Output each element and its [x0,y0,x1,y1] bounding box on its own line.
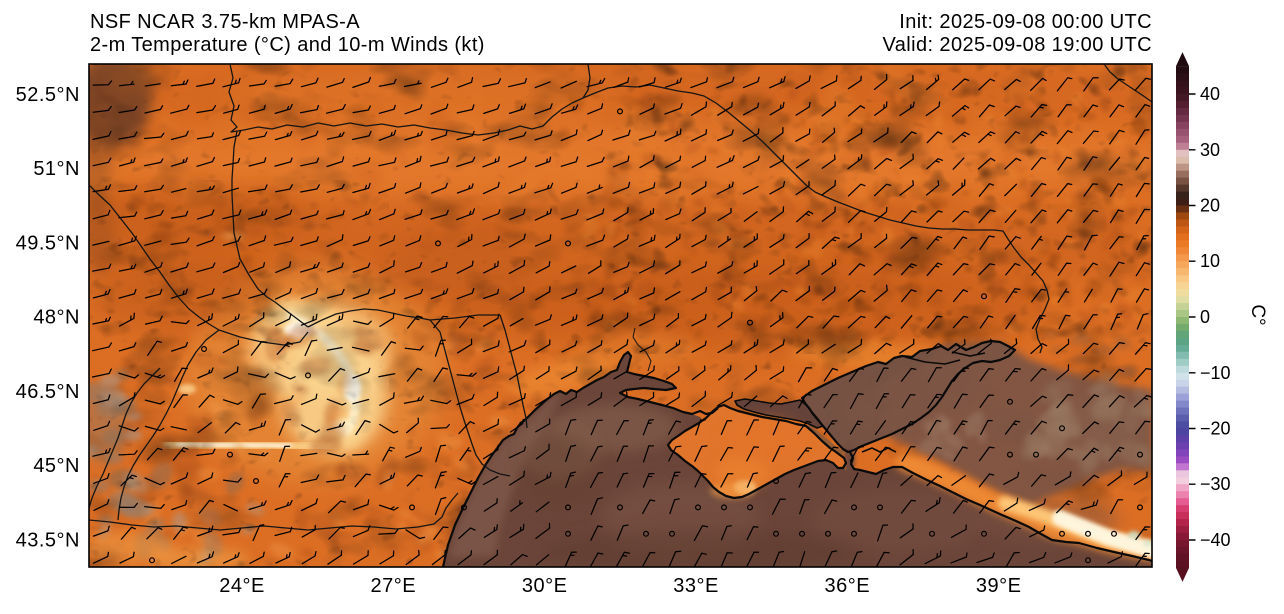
svg-text:46.5°N: 46.5°N [16,381,80,403]
svg-text:−30: −30 [1200,474,1231,494]
svg-text:33°E: 33°E [673,575,719,597]
svg-text:10: 10 [1200,251,1220,271]
svg-text:36°E: 36°E [825,575,871,597]
svg-text:27°E: 27°E [371,575,417,597]
svg-text:49.5°N: 49.5°N [16,232,80,254]
svg-text:2-m Temperature (°C) and 10-m: 2-m Temperature (°C) and 10-m Winds (kt) [90,34,485,56]
svg-text:20: 20 [1200,196,1220,216]
svg-text:Init: 2025-09-08 00:00 UTC: Init: 2025-09-08 00:00 UTC [899,11,1152,33]
svg-text:−10: −10 [1200,363,1231,383]
svg-text:30: 30 [1200,140,1220,160]
svg-text:39°E: 39°E [976,575,1022,597]
svg-text:30°E: 30°E [522,575,568,597]
svg-text:−20: −20 [1200,419,1231,439]
svg-text:NSF NCAR 3.75-km MPAS-A: NSF NCAR 3.75-km MPAS-A [90,11,360,33]
svg-text:52.5°N: 52.5°N [16,84,80,106]
svg-text:24°E: 24°E [219,575,265,597]
svg-text:40: 40 [1200,84,1220,104]
svg-text:0: 0 [1200,307,1210,327]
svg-text:−40: −40 [1200,530,1231,550]
svg-text:43.5°N: 43.5°N [16,529,80,551]
svg-text:45°N: 45°N [33,455,80,477]
svg-text:Valid: 2025-09-08 19:00 UTC: Valid: 2025-09-08 19:00 UTC [883,34,1152,56]
svg-text:51°N: 51°N [33,158,80,180]
svg-text:C°: C° [1247,304,1268,325]
svg-text:48°N: 48°N [33,307,80,329]
